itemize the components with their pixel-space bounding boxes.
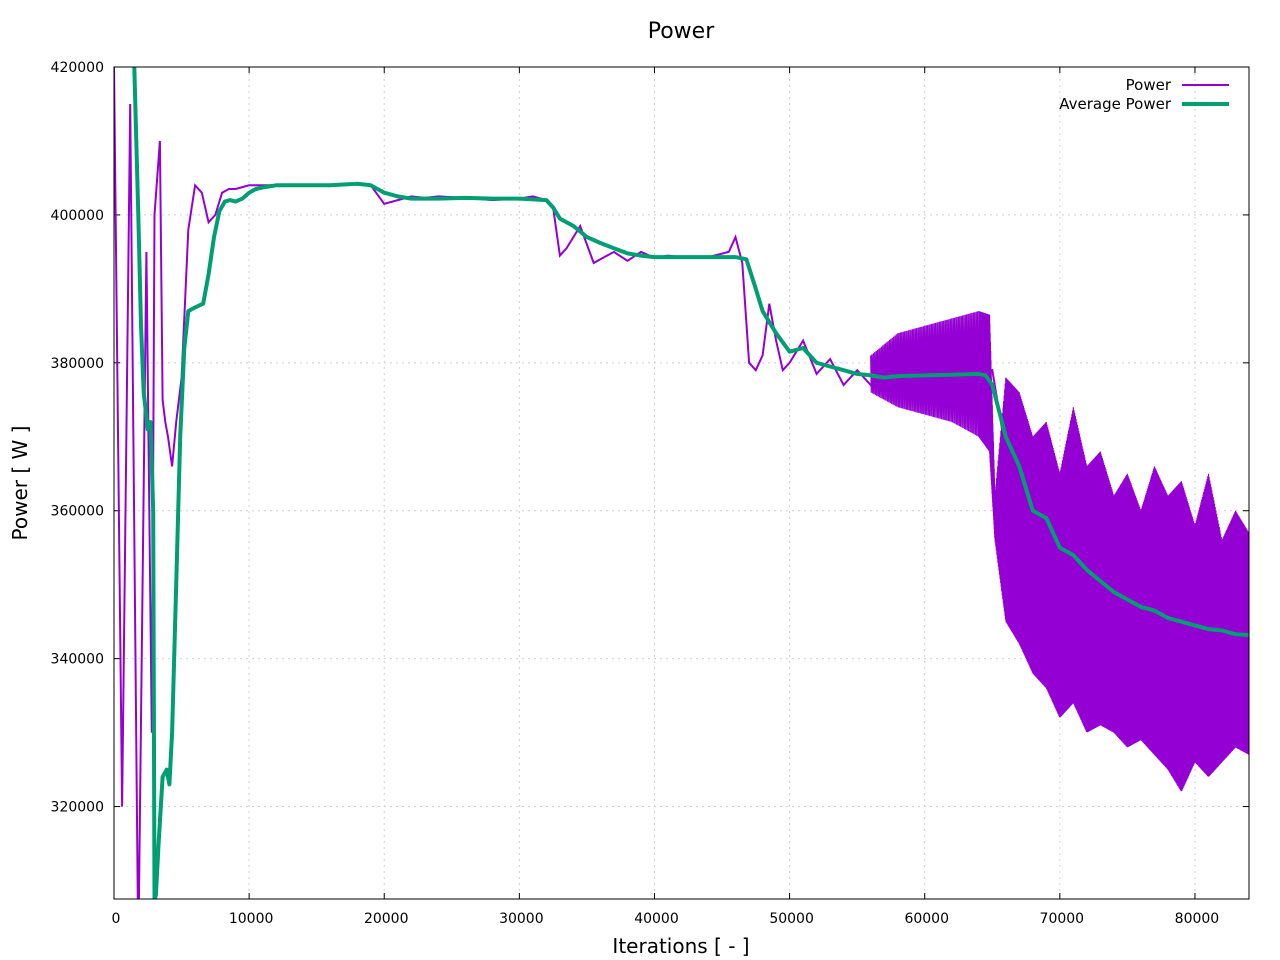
y-tick-label: 400000 [51,208,104,224]
x-tick-label: 30000 [499,911,544,927]
x-tick-label: 80000 [1175,911,1220,927]
x-axis-title: Iterations [ - ] [612,934,749,958]
x-tick-label: 50000 [769,911,814,927]
x-tick-label: 40000 [634,911,679,927]
plot-frame [113,66,1250,900]
y-axis-title: Power [ W ] [8,426,32,541]
y-tick-label: 420000 [51,60,104,76]
y-axis-ticks: 320000 340000 360000 380000 400000 420000 [51,60,1249,816]
power-noise-band [870,311,1249,792]
series-layer [114,67,1249,899]
average-power-series-line [132,67,1249,899]
y-tick-label: 360000 [51,504,104,520]
x-tick-label: 0 [112,911,121,927]
y-tick-label: 380000 [51,356,104,372]
x-tick-label: 20000 [364,911,409,927]
x-tick-label: 60000 [904,911,949,927]
chart-title: Power [648,19,715,44]
x-tick-label: 10000 [229,911,274,927]
x-tick-label: 70000 [1040,911,1085,927]
legend-label-average-power: Average Power [1059,95,1172,113]
y-tick-label: 320000 [51,800,104,816]
legend-label-power: Power [1126,76,1172,94]
x-axis-ticks: 0 10000 20000 30000 40000 50000 60000 70000 8000… [112,67,1220,927]
y-tick-label: 340000 [51,652,104,668]
